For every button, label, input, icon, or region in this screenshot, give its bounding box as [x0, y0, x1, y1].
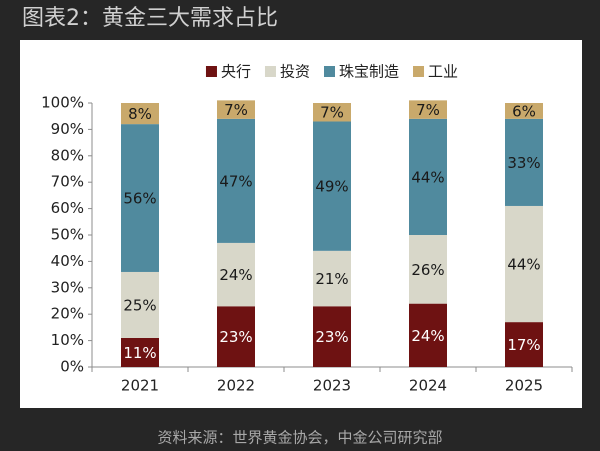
- bar-segment: [505, 103, 543, 119]
- legend-swatch: [205, 66, 217, 77]
- y-tick-label: 0%: [60, 358, 84, 376]
- data-label: 23%: [315, 328, 348, 346]
- data-label: 49%: [315, 178, 348, 196]
- bar-segment: [409, 235, 447, 304]
- bar-segment: [409, 118, 447, 235]
- x-tick-label: 2021: [121, 377, 159, 395]
- bar-segment: [217, 100, 255, 119]
- legend-swatch: [264, 66, 276, 77]
- bar-segment: [505, 322, 543, 367]
- data-label: 47%: [219, 172, 252, 190]
- bar-segment: [313, 306, 351, 367]
- x-tick-label: 2022: [217, 377, 255, 395]
- y-tick-label: 20%: [51, 305, 84, 323]
- data-label: 7%: [224, 101, 248, 119]
- x-tick-label: 2024: [409, 377, 447, 395]
- bar-segment: [505, 205, 543, 323]
- data-label: 33%: [507, 154, 540, 172]
- bar-segment: [409, 100, 447, 119]
- data-label: 44%: [507, 256, 540, 274]
- legend-label: 珠宝制造: [339, 63, 399, 81]
- y-tick-label: 90%: [51, 120, 84, 138]
- chart-title: 图表2：黄金三大需求占比: [22, 6, 278, 31]
- bar-segment: [217, 306, 255, 367]
- bar-segment: [121, 337, 159, 367]
- x-tick-label: 2025: [505, 377, 543, 395]
- bar-segment: [217, 242, 255, 307]
- data-label: 25%: [123, 296, 156, 314]
- legend-label: 央行: [221, 63, 251, 81]
- y-tick-label: 80%: [51, 146, 84, 164]
- data-label: 7%: [416, 101, 440, 119]
- bar-segment: [313, 103, 351, 122]
- data-label: 24%: [411, 327, 444, 345]
- bar-segment: [313, 121, 351, 251]
- legend-label: 投资: [280, 63, 310, 81]
- legend-label: 工业: [428, 63, 458, 81]
- x-tick-label: 2023: [313, 377, 351, 395]
- data-label: 44%: [411, 168, 444, 186]
- data-label: 7%: [320, 104, 344, 122]
- y-tick-label: 30%: [51, 278, 84, 296]
- bar-segment: [121, 103, 159, 125]
- bar-segment: [217, 118, 255, 243]
- bar-segment: [121, 124, 159, 272]
- source-note: 资料来源：世界黄金协会，中金公司研究部: [157, 429, 442, 447]
- legend-swatch: [413, 66, 425, 77]
- y-tick-label: 10%: [51, 331, 84, 349]
- data-label: 26%: [411, 261, 444, 279]
- chart-panel: [20, 40, 582, 408]
- data-label: 23%: [219, 328, 252, 346]
- y-tick-label: 100%: [41, 94, 84, 112]
- data-label: 56%: [123, 190, 156, 208]
- data-label: 8%: [128, 105, 152, 123]
- data-label: 21%: [315, 270, 348, 288]
- y-tick-label: 60%: [51, 199, 84, 217]
- y-tick-label: 70%: [51, 173, 84, 191]
- bar-segment: [313, 250, 351, 307]
- y-tick-label: 40%: [51, 252, 84, 270]
- bar-segment: [505, 118, 543, 206]
- data-label: 11%: [123, 344, 156, 362]
- legend-swatch: [324, 66, 335, 77]
- data-label: 6%: [512, 102, 536, 120]
- bar-segment: [121, 271, 159, 338]
- data-label: 24%: [219, 266, 252, 284]
- y-tick-label: 50%: [51, 226, 84, 244]
- data-label: 17%: [507, 336, 540, 354]
- bar-segment: [409, 303, 447, 367]
